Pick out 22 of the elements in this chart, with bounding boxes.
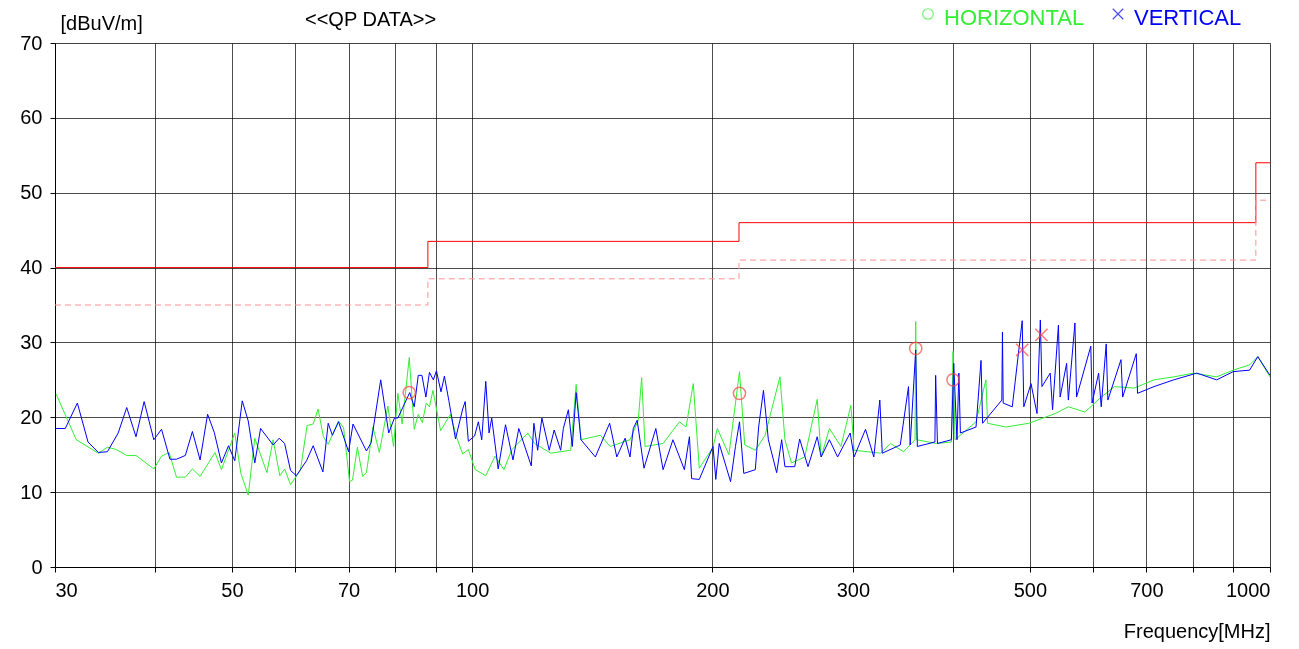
x-axis-title: Frequency[MHz] [1123,619,1271,642]
y-tick-label: 50 [20,181,43,204]
chart-title: <<QP DATA>> [305,8,437,30]
x-tick-label: 200 [696,578,730,601]
y-tick-label: 0 [31,555,43,578]
y-tick-label: 30 [20,330,43,353]
x-tick-label: 30 [55,578,78,601]
y-tick-label: 10 [20,480,43,503]
x-tick-label: 500 [1013,578,1048,601]
legend-label: HORIZONTAL [944,5,1085,30]
x-tick-label: 100 [455,578,490,601]
y-tick-label: 40 [20,256,43,279]
legend-label: VERTICAL [1134,5,1242,30]
x-tick-label: 700 [1130,578,1164,601]
x-tick-label: 1000 [1226,578,1271,601]
y-axis-title: [dBuV/m] [60,11,143,34]
y-tick-label: 70 [20,31,43,54]
x-tick-label: 70 [337,578,361,601]
y-tick-label: 20 [20,405,43,428]
x-tick-label: 50 [221,578,244,601]
y-tick-label: 60 [20,106,43,129]
x-tick-label: 300 [836,578,871,601]
